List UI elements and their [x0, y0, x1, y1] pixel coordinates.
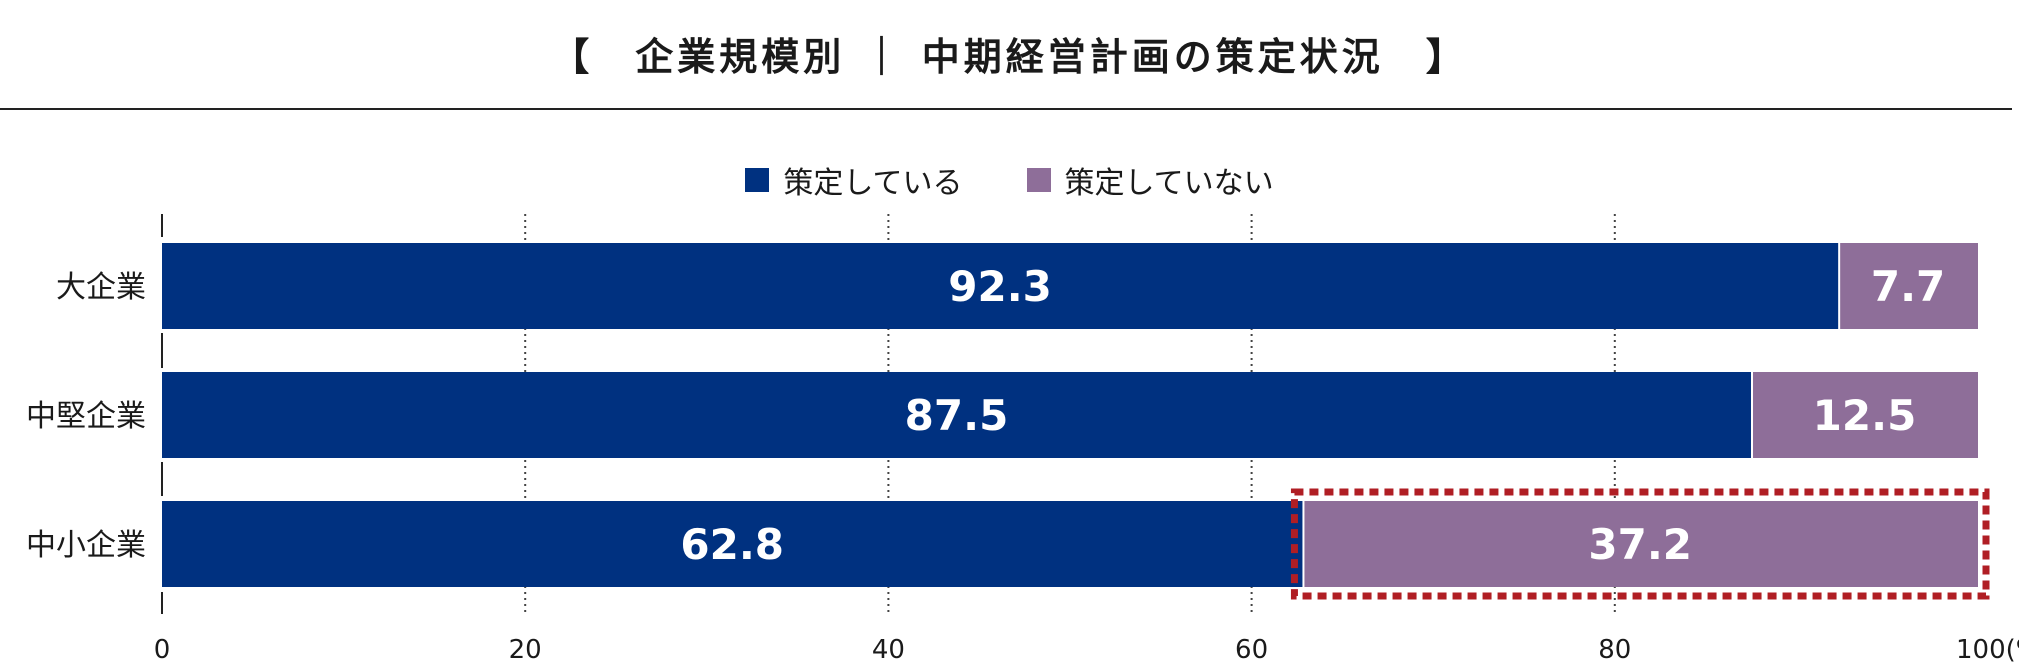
data-label: 37.2 [1588, 520, 1692, 569]
x-tick-label: 60 [1235, 635, 1268, 664]
data-label: 7.7 [1871, 262, 1945, 311]
data-label: 12.5 [1813, 391, 1917, 440]
data-label: 62.8 [680, 520, 784, 569]
category-label: 大企業 [56, 270, 146, 305]
legend: 策定している 策定していない [0, 158, 2019, 202]
chart-title: 【 企業規模別 ｜ 中期経営計画の策定状況 】 [551, 35, 1468, 79]
data-label: 92.3 [948, 262, 1052, 311]
highlight-box [1290, 488, 1990, 600]
data-label: 87.5 [905, 391, 1009, 440]
legend-swatch [745, 168, 770, 192]
category-label: 中堅企業 [26, 399, 146, 434]
x-tick-label: 20 [509, 635, 542, 664]
x-tick-label: 100(%) [1956, 635, 2019, 664]
bar-中小企業-策定していない [1304, 501, 1978, 587]
x-tick-label: 40 [872, 635, 905, 664]
bar-大企業-策定している [162, 243, 1839, 329]
x-tick-label: 80 [1598, 635, 1631, 664]
bar-中堅企業-策定していない [1753, 372, 1978, 458]
title-divider [0, 108, 2012, 110]
x-tick-label: 0 [154, 635, 171, 664]
bar-中堅企業-策定している [162, 372, 1751, 458]
legend-label: 策定している [783, 166, 963, 201]
legend-item-策定していない: 策定していない [1026, 158, 1274, 202]
bar-中小企業-策定している [162, 501, 1303, 587]
legend-swatch [1026, 168, 1051, 192]
category-label: 中小企業 [26, 528, 146, 563]
legend-item-策定している: 策定している [745, 158, 963, 202]
legend-label: 策定していない [1064, 166, 1274, 201]
bar-大企業-策定していない [1840, 243, 1978, 329]
